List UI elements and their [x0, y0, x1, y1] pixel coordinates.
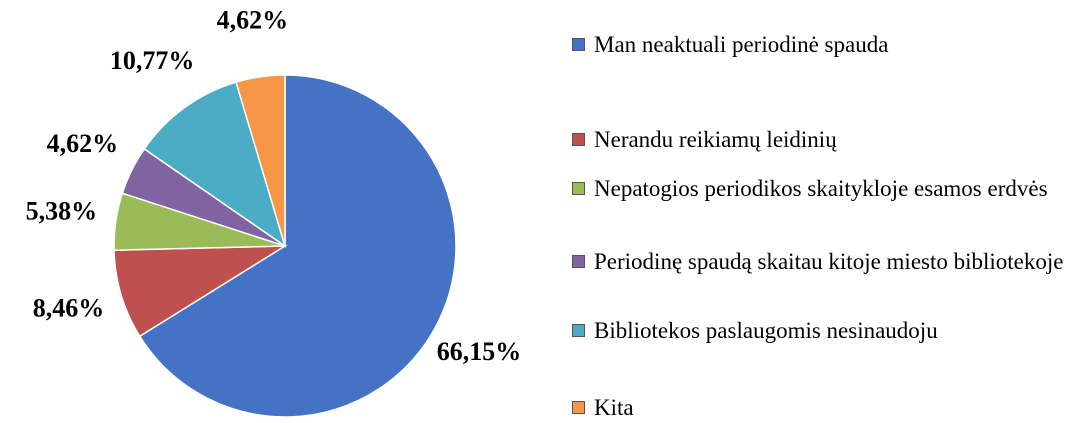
legend-label: Nepatogios periodikos skaitykloje esamos…	[594, 176, 1048, 201]
legend-swatch	[572, 182, 585, 195]
pie-slice	[143, 81, 287, 248]
legend-label: Nerandu reikiamų leidinių	[594, 127, 837, 152]
legend-item: Bibliotekos paslaugomis nesinaudoju	[572, 316, 1084, 346]
pie-slice	[138, 74, 457, 417]
data-label: 4,62%	[47, 129, 119, 158]
data-label: 4,62%	[217, 5, 289, 34]
legend-item: Periodinę spaudą skaitau kitoje miesto b…	[572, 247, 1084, 277]
legend-item: Man neaktuali periodinė spauda	[572, 30, 1084, 60]
legend-swatch	[572, 255, 585, 268]
legend-label: Man neaktuali periodinė spauda	[594, 32, 889, 57]
data-label: 66,15%	[437, 337, 522, 366]
legend-label: Kita	[594, 395, 634, 420]
data-label: 8,46%	[33, 294, 105, 323]
legend-item: Nepatogios periodikos skaitykloje esamos…	[572, 174, 1084, 204]
legend-label: Periodinę spaudą skaitau kitoje miesto b…	[594, 249, 1064, 274]
legend-swatch	[572, 133, 585, 146]
pie-slice	[235, 74, 286, 247]
data-label: 10,77%	[110, 46, 195, 75]
data-label: 5,38%	[26, 196, 98, 225]
legend-item: Kita	[572, 393, 1084, 423]
legend-swatch	[572, 324, 585, 337]
legend-item: Nerandu reikiamų leidinių	[572, 125, 1084, 155]
legend-swatch	[572, 401, 585, 414]
legend-label: Bibliotekos paslaugomis nesinaudoju	[594, 318, 938, 343]
pie-slice	[113, 245, 288, 338]
legend-swatch	[572, 38, 585, 51]
